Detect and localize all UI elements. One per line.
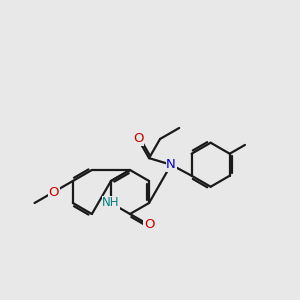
Text: NH: NH <box>102 196 120 209</box>
Text: O: O <box>49 185 59 199</box>
Text: O: O <box>144 218 154 232</box>
Text: O: O <box>133 133 143 146</box>
Text: N: N <box>166 158 176 171</box>
